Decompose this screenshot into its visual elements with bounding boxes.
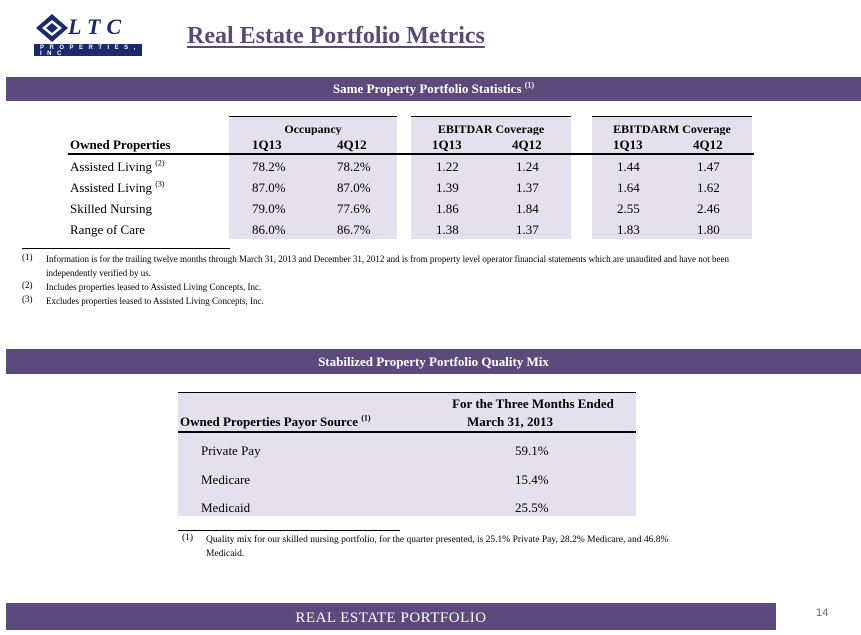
table-cell: 1.83 — [617, 222, 640, 237]
section-band-statistics: Same Property Portfolio Statistics (1) — [6, 77, 861, 101]
group-header-ebitdar: EBITDAR Coverage — [411, 116, 571, 136]
table-cell: 79.0% — [252, 201, 286, 216]
page-number: 14 — [816, 607, 829, 619]
table-cell: 77.6% — [337, 201, 371, 216]
section-band-quality-mix: Stabilized Property Portfolio Quality Mi… — [6, 349, 861, 374]
table-cell: 1.22 — [436, 159, 459, 174]
quality-body-shade — [178, 433, 636, 516]
table-cell: 1.37 — [516, 180, 539, 195]
logo-subtitle: PROPERTIES, INC — [40, 45, 141, 57]
table-row-label: Range of Care — [70, 222, 146, 237]
table-cell: 1.38 — [436, 222, 459, 237]
quality-col-header-line2: March 31, 2013 — [466, 414, 554, 429]
table-cell: 1.39 — [436, 180, 459, 195]
table-cell: 87.0% — [337, 180, 371, 195]
table-cell: 1.37 — [516, 222, 539, 237]
period-header: 4Q12 — [337, 137, 367, 152]
table-cell: 2.55 — [617, 201, 640, 216]
table-cell: 86.7% — [337, 222, 371, 237]
logo-bar — [34, 44, 142, 56]
period-header: 1Q13 — [613, 137, 643, 152]
body-shade-occupancy — [229, 155, 397, 239]
period-header: 1Q13 — [432, 137, 462, 152]
page-title: Real Estate Portfolio Metrics — [187, 23, 485, 49]
quality-header-shade — [178, 392, 636, 431]
quality-footnote-rule — [178, 530, 400, 531]
quality-row-label: Medicare — [201, 472, 251, 487]
table-cell: 1.86 — [436, 201, 459, 216]
group-header-occupancy: Occupancy — [229, 116, 397, 136]
quality-top-rule — [178, 392, 636, 393]
table-row-label: Skilled Nursing — [70, 201, 152, 216]
logo-word: LTC — [68, 14, 128, 39]
table-cell: 1.84 — [516, 201, 539, 216]
period-header: 4Q12 — [512, 137, 542, 152]
footer-band: REAL ESTATE PORTFOLIO — [6, 603, 776, 630]
table-cell: 1.64 — [617, 180, 640, 195]
period-header: 1Q13 — [252, 137, 282, 152]
header-shade-ebitdar — [411, 135, 571, 153]
footnote-rule — [22, 248, 230, 249]
quality-header-underline — [178, 431, 636, 433]
row-header-owned-properties: Owned Properties — [70, 137, 171, 152]
table-cell: 1.62 — [697, 180, 720, 195]
header-shade-ebitdarm — [592, 135, 752, 153]
company-logo: LTC PROPERTIES, INC — [34, 12, 144, 58]
quality-row-header: Owned Properties Payor Source (1) — [180, 413, 371, 429]
group-header-ebitdarm: EBITDARM Coverage — [592, 116, 752, 136]
header-underline — [68, 153, 754, 155]
quality-row-value: 25.5% — [515, 500, 549, 515]
table-row-label: Assisted Living (3) — [70, 179, 165, 195]
header-shade-occupancy — [229, 135, 397, 153]
table-cell: 1.24 — [516, 159, 539, 174]
body-shade-ebitdarm — [592, 155, 752, 239]
table-cell: 1.80 — [697, 222, 720, 237]
quality-row-value: 59.1% — [515, 443, 549, 458]
table-row-label: Assisted Living (2) — [70, 158, 165, 174]
table-cell: 86.0% — [252, 222, 286, 237]
quality-row-label: Medicaid — [201, 500, 251, 515]
quality-col-header-line1: For the Three Months Ended — [452, 396, 614, 411]
band-title: Same Property Portfolio Statistics — [332, 81, 522, 96]
table-cell: 87.0% — [252, 180, 286, 195]
quality-row-label: Private Pay — [201, 443, 261, 458]
table-cell: 78.2% — [252, 159, 286, 174]
logo-diamond-icon — [36, 14, 68, 42]
table-cell: 1.44 — [617, 159, 640, 174]
band-footnote-ref: (1) — [524, 80, 535, 90]
quality-row-value: 15.4% — [515, 472, 549, 487]
table-cell: 78.2% — [337, 159, 371, 174]
period-header: 4Q12 — [693, 137, 723, 152]
body-shade-ebitdar — [411, 155, 571, 239]
table-cell: 1.47 — [697, 159, 720, 174]
table-cell: 2.46 — [697, 201, 720, 216]
